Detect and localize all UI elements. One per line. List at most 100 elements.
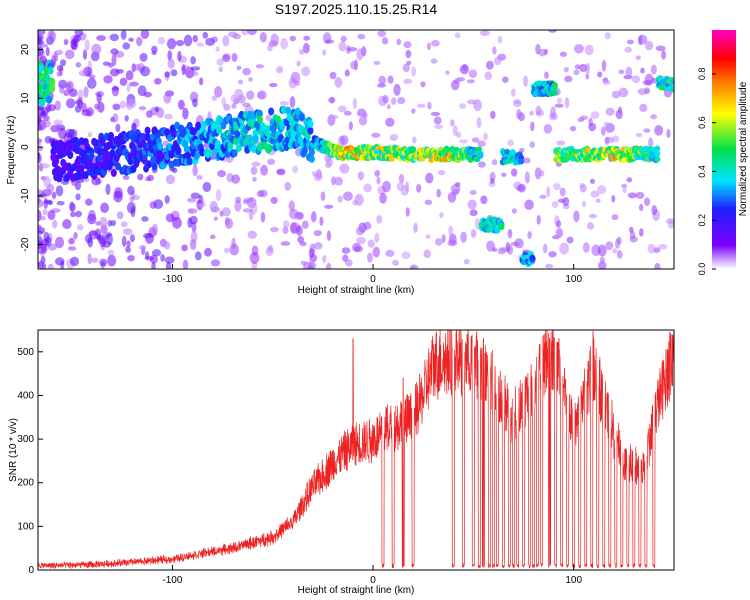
spectrogram-ridge-cell [252, 135, 259, 144]
snr-ytick-label: 200 [17, 478, 34, 489]
colorbar: 0.0 0.2 0.4 0.6 0.8 Normalized spectral ampl… [697, 30, 749, 275]
spectrogram-noise-cell [434, 124, 444, 130]
spectrogram-noise-cell [280, 38, 289, 50]
spectrogram-noise-cell [139, 52, 148, 62]
spectrogram-noise-cell [54, 100, 61, 111]
spectrogram-noise-cell [141, 216, 149, 222]
spectrogram-noise-cell [385, 117, 395, 127]
spectrogram-noise-cell [426, 42, 431, 51]
spectrogram-noise-cell [231, 102, 237, 109]
spectrogram-noise-cell [96, 35, 106, 41]
spectrogram-noise-cell [303, 35, 311, 41]
spectrogram-noise-cell [405, 181, 410, 193]
spectrogram-noise-cell [617, 106, 623, 114]
spectrogram-noise-cell [234, 199, 242, 212]
spectrogram-noise-cell [255, 64, 264, 69]
spectrogram-noise-cell [628, 226, 634, 233]
spectrogram-noise-cell [460, 231, 467, 243]
spectrogram-noise-cell [129, 234, 135, 243]
spectrogram-noise-cell [386, 104, 391, 110]
spectrogram-noise-cell [127, 185, 135, 196]
spectrogram-noise-cell [605, 107, 615, 116]
spectrogram-noise-cell [63, 89, 70, 97]
spectrogram-noise-cell [477, 140, 486, 148]
spectrogram-noise-cell [152, 223, 158, 236]
spectrogram-noise-cell [164, 256, 175, 264]
spectrogram-noise-cell [573, 44, 584, 54]
spectrogram-ridge-cell [234, 130, 241, 139]
spectrogram-noise-cell [209, 234, 216, 240]
spectrogram-noise-cell [105, 183, 111, 196]
spectrogram-noise-cell [38, 151, 41, 163]
spectrogram-noise-cell [298, 49, 305, 55]
spectrogram-noise-cell [595, 198, 601, 203]
spectrogram-noise-cell [284, 182, 292, 191]
spectrogram-noise-cell [270, 196, 278, 204]
spectrogram-noise-cell [337, 195, 343, 203]
spectrogram-noise-cell [192, 164, 198, 177]
spectrogram-ridge-cell [151, 162, 158, 171]
spectrogram-noise-cell [467, 199, 477, 210]
spectrogram-noise-cell [434, 238, 443, 246]
spectrogram-noise-cell [396, 38, 402, 46]
spectrogram-noise-cell [450, 184, 461, 195]
spectrogram-ridge-cell [145, 160, 152, 169]
spectrogram-ridge-cell [654, 145, 661, 152]
spectrogram-noise-cell [501, 172, 507, 177]
spectrogram-noise-cell [122, 228, 133, 235]
spectrogram-noise-cell [70, 211, 76, 218]
spectrogram-noise-cell [223, 103, 231, 111]
spectrogram-noise-cell [120, 30, 127, 40]
spectrogram-noise-cell [70, 38, 77, 50]
spectrogram-noise-cell [381, 37, 389, 45]
spectrogram-noise-cell [125, 102, 131, 108]
spectrogram-noise-cell [112, 103, 121, 111]
spectrogram-noise-cell [559, 51, 567, 57]
spectrogram-noise-cell [265, 246, 274, 257]
spectrogram-noise-cell [144, 232, 154, 244]
spectrogram-noise-cell [160, 254, 165, 262]
spectrogram-noise-cell [401, 251, 411, 259]
spectrogram-noise-cell [624, 46, 633, 53]
spectrogram-noise-cell [73, 232, 78, 240]
spectrogram-noise-cell [356, 236, 367, 245]
spectrogram-noise-cell [38, 110, 41, 118]
spectrogram-ridge-cell [195, 121, 202, 130]
spectrogram-noise-cell [637, 88, 648, 95]
spectrogram-noise-cell [295, 225, 303, 236]
spectrogram-noise-cell [47, 210, 56, 221]
spectrogram-ytick-label: -10 [20, 188, 31, 203]
spectrogram-noise-cell [661, 50, 667, 60]
spectrogram-noise-cell [38, 114, 42, 125]
spectrogram-noise-cell [55, 123, 61, 134]
spectrogram-noise-cell [282, 220, 290, 228]
spectrogram-noise-cell [445, 70, 450, 75]
spectrogram-noise-cell [38, 46, 44, 57]
snr-xtick-label: 100 [565, 575, 582, 586]
spectrogram-noise-cell [119, 100, 127, 109]
snr-ytick-label: 0 [28, 565, 34, 576]
spectrogram-noise-cell [46, 184, 55, 193]
spectrogram-noise-cell [601, 59, 607, 72]
spectrogram-noise-cell [433, 116, 442, 125]
spectrogram-noise-cell [125, 70, 134, 81]
spectrogram-ylabel: Frequency (Hz) [6, 116, 17, 185]
spectrogram-noise-cell [99, 216, 108, 228]
spectrogram-noise-cell [544, 71, 549, 79]
spectrogram-noise-cell [454, 32, 461, 39]
spectrogram-noise-cell [94, 228, 102, 240]
spectrogram-noise-cell [559, 242, 569, 255]
spectrogram-noise-cell [320, 191, 326, 201]
spectrogram-noise-cell [615, 238, 621, 249]
spectrogram-noise-cell [55, 185, 64, 197]
spectrogram-noise-cell [470, 229, 477, 238]
spectrogram-noise-cell [485, 60, 494, 70]
spectrogram-ridge-cell [47, 66, 54, 75]
spectrogram-noise-cell [45, 46, 50, 57]
spectrogram-noise-cell [41, 106, 49, 117]
spectrogram-noise-cell [403, 78, 413, 84]
spectrogram-noise-cell [458, 139, 468, 144]
spectrogram-noise-cell [492, 247, 498, 252]
spectrogram-noise-cell [329, 71, 337, 80]
spectrogram-ridge-cell [88, 151, 95, 160]
